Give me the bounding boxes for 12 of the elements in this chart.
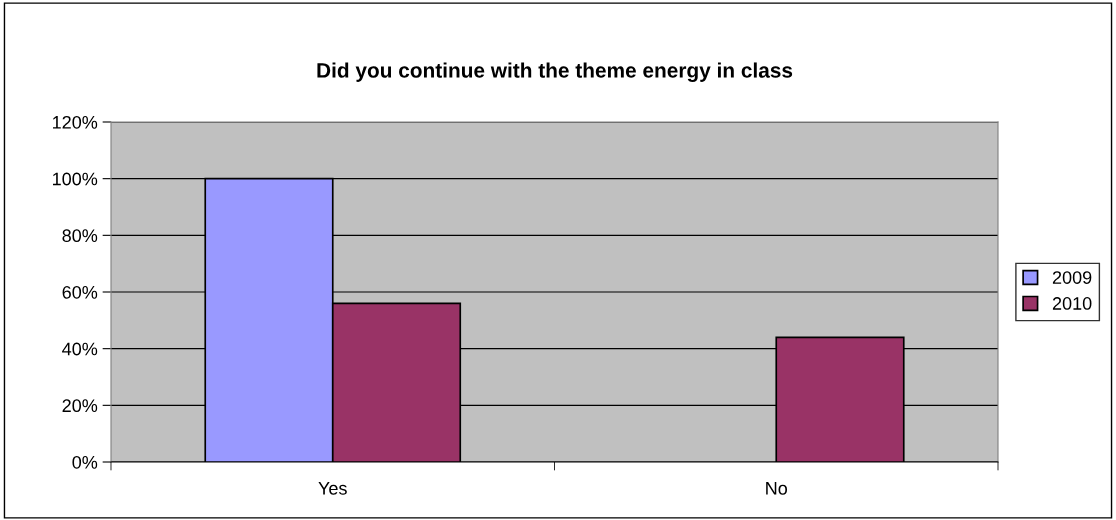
x-tick-label: No (766, 482, 788, 495)
y-tick-label: 40% (62, 342, 98, 356)
y-tick-label: 80% (62, 229, 98, 243)
x-tick-label: Yes (318, 482, 347, 495)
chart-title: Did you continue with the theme energy in class (317, 62, 793, 82)
y-tick-label: 100% (53, 172, 98, 186)
y-tick-label: 0% (72, 455, 98, 469)
y-tick-label: 120% (53, 115, 98, 129)
legend-label: 2009 (1052, 271, 1092, 284)
y-tick-label: 20% (62, 399, 98, 413)
legend-label: 2010 (1052, 297, 1092, 310)
y-tick-label: 60% (62, 285, 98, 299)
